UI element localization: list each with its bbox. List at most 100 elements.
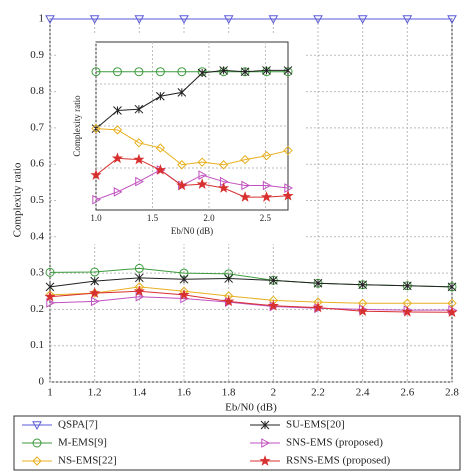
y-tick-label: 0.2: [30, 303, 44, 315]
x-tick-label: 2.5: [260, 213, 272, 223]
legend-label: SU-EMS[20]: [286, 419, 345, 431]
legend-box: [13, 415, 461, 471]
marker: [268, 276, 278, 285]
marker: [198, 170, 208, 180]
marker: [113, 187, 123, 197]
marker: [313, 278, 323, 288]
x-axis-label: Eb/N0 (dB): [225, 402, 277, 414]
marker: [197, 157, 207, 167]
marker: [176, 179, 188, 191]
marker: [133, 285, 145, 297]
x-tick-label: 2: [271, 387, 277, 399]
marker: [196, 178, 208, 189]
marker: [446, 306, 458, 318]
marker: [260, 420, 270, 430]
marker: [134, 15, 145, 25]
marker: [90, 296, 100, 307]
marker: [112, 125, 123, 135]
y-tick-label: 0.6: [30, 158, 44, 170]
legend-label: QSPA[7]: [58, 419, 98, 431]
marker: [154, 164, 166, 175]
marker: [179, 274, 189, 284]
marker: [241, 180, 251, 191]
marker: [178, 289, 190, 300]
marker: [133, 153, 145, 165]
y-tick-label: 0.4: [30, 230, 44, 242]
marker: [219, 66, 228, 75]
marker: [89, 287, 101, 298]
y-tick-label: 0.7: [30, 121, 44, 133]
marker: [224, 274, 234, 283]
marker: [358, 280, 368, 290]
marker: [113, 106, 122, 115]
marker: [134, 104, 144, 114]
x-tick-label: 1: [47, 387, 53, 399]
marker: [260, 191, 273, 202]
marker: [32, 421, 42, 431]
series-line: [95, 169, 289, 201]
marker: [223, 295, 235, 307]
inset-y-label: Complexity ratio: [72, 95, 82, 157]
marker: [134, 138, 144, 148]
marker: [402, 15, 413, 25]
y-axis-label: Complexity ratio: [12, 162, 24, 237]
series-line: [49, 277, 453, 288]
marker: [223, 15, 234, 25]
marker: [46, 298, 56, 308]
y-tick-label: 0.9: [30, 49, 44, 61]
marker: [197, 68, 207, 78]
marker: [402, 281, 412, 291]
marker: [111, 152, 124, 164]
marker: [32, 438, 42, 448]
marker: [135, 176, 144, 187]
inset-x-label: Eb/N0 (dB): [171, 226, 213, 236]
marker: [156, 91, 165, 101]
x-tick-label: 1.6: [177, 387, 191, 399]
marker: [91, 123, 101, 134]
marker: [239, 191, 251, 202]
marker: [357, 305, 369, 316]
marker: [135, 291, 145, 302]
marker: [45, 15, 55, 25]
marker: [283, 66, 293, 75]
marker: [262, 66, 271, 75]
x-tick-label: 1.0: [90, 213, 102, 223]
series-line: [49, 290, 453, 313]
series-line: [49, 267, 453, 288]
marker: [134, 263, 144, 273]
marker: [179, 15, 189, 25]
marker: [32, 456, 42, 466]
legend-label: SNS-EMS (proposed): [286, 437, 383, 449]
marker: [155, 67, 165, 77]
marker: [45, 282, 55, 292]
marker: [90, 276, 100, 286]
series-line: [95, 128, 289, 166]
marker: [447, 282, 457, 292]
marker: [155, 143, 166, 153]
y-tick-label: 0.1: [30, 339, 44, 351]
y-tick-label: 1: [39, 13, 45, 25]
series-line: [49, 286, 452, 304]
x-tick-label: 2.4: [356, 387, 370, 399]
marker: [177, 160, 187, 170]
marker: [447, 15, 457, 25]
marker: [134, 67, 144, 77]
marker: [261, 151, 272, 161]
marker: [262, 180, 272, 191]
marker: [112, 67, 122, 77]
marker: [284, 183, 294, 193]
marker: [90, 169, 102, 180]
marker: [259, 455, 271, 466]
marker: [401, 306, 413, 317]
x-tick-label: 2.2: [311, 387, 325, 399]
marker: [282, 189, 294, 201]
y-tick-label: 0.8: [30, 85, 44, 97]
marker: [218, 160, 229, 170]
marker: [261, 438, 271, 448]
marker: [312, 301, 324, 313]
x-tick-label: 1.4: [132, 387, 146, 399]
y-tick-label: 0.5: [30, 194, 44, 206]
x-tick-label: 1.5: [147, 213, 159, 223]
marker: [89, 15, 100, 25]
